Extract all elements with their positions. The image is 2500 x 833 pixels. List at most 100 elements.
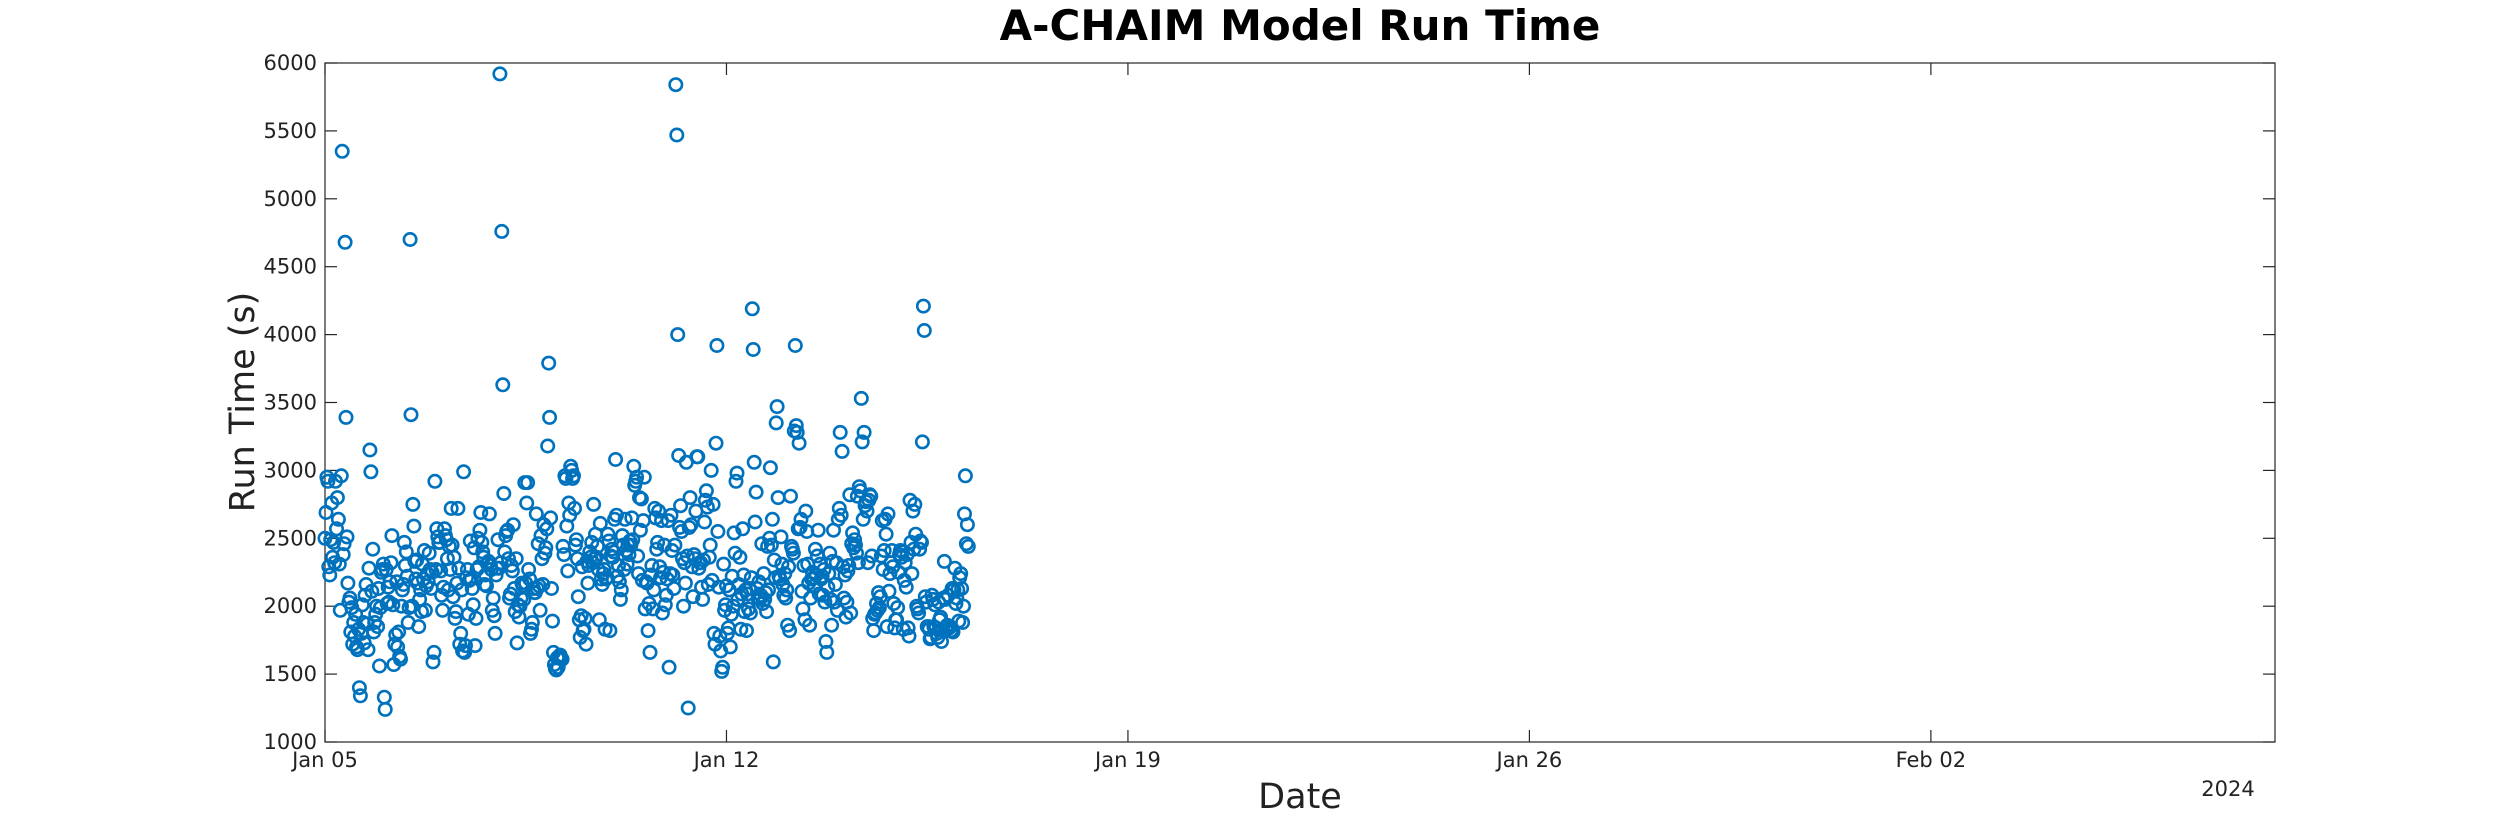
x-tick-label: Jan 26: [1495, 748, 1563, 772]
data-point: [370, 580, 386, 596]
data-point: [465, 597, 481, 613]
data-point: [682, 490, 698, 506]
data-point: [661, 659, 677, 675]
data-point: [840, 563, 856, 579]
data-point: [636, 469, 652, 485]
data-point: [396, 534, 412, 550]
data-point: [494, 223, 510, 239]
data-point: [824, 617, 840, 633]
data-point: [675, 598, 691, 614]
data-point: [773, 529, 789, 545]
data-point: [351, 680, 367, 696]
y-axis: 1000 1500 2000 2500 3000 3500 4000 4500 5000 5500…: [264, 51, 2275, 754]
data-point: [336, 536, 352, 552]
data-point: [543, 580, 559, 596]
data-point: [791, 435, 807, 451]
data-point: [602, 623, 618, 639]
data-point: [537, 545, 553, 561]
y-tick-label: 1500: [264, 662, 317, 686]
data-point: [613, 582, 629, 598]
data-point: [611, 574, 627, 590]
data-point: [746, 454, 762, 470]
data-point: [798, 503, 814, 519]
data-point: [832, 424, 848, 440]
x-tick-label: Jan 12: [692, 748, 760, 772]
data-point: [959, 517, 975, 533]
data-point: [696, 514, 712, 530]
x-tick-label: Jan 19: [1093, 748, 1161, 772]
data-point: [338, 409, 354, 425]
data-point: [733, 621, 749, 637]
data-point: [807, 541, 823, 557]
data-point: [818, 633, 834, 649]
data-point: [361, 560, 377, 576]
data-point: [509, 635, 525, 651]
data-point: [399, 568, 415, 584]
data-point: [855, 511, 871, 527]
data-point: [729, 465, 745, 481]
data-point: [683, 517, 699, 533]
y-tick-label: 5500: [264, 119, 317, 143]
data-point: [354, 597, 370, 613]
y-tick-label: 6000: [264, 51, 317, 75]
data-point: [841, 557, 857, 573]
data-point: [649, 541, 665, 557]
data-point: [882, 566, 898, 582]
data-point: [760, 582, 776, 598]
data-point: [685, 589, 701, 605]
data-point: [384, 528, 400, 544]
data-point: [742, 605, 758, 621]
data-point: [612, 591, 628, 607]
data-point: [709, 337, 725, 353]
data-point: [454, 582, 470, 598]
data-point: [673, 498, 689, 514]
data-point: [600, 526, 616, 542]
chart-title: A-CHAIM Model Run Time: [1000, 1, 1601, 50]
x-tick-label: Jan 05: [290, 748, 358, 772]
data-point: [486, 608, 502, 624]
data-point: [376, 689, 392, 705]
data-point: [669, 127, 685, 143]
data-point: [592, 515, 608, 531]
data-point: [543, 510, 559, 526]
data-point: [457, 644, 473, 660]
data-point: [433, 563, 449, 579]
data-point: [511, 609, 527, 625]
data-point: [329, 490, 345, 506]
data-point: [834, 443, 850, 459]
data-point: [854, 434, 870, 450]
data-point: [913, 534, 929, 550]
y-tick-label: 2500: [264, 526, 317, 550]
data-point: [905, 503, 921, 519]
data-point: [747, 514, 763, 530]
data-point: [769, 399, 785, 415]
data-point: [481, 506, 497, 522]
data-point: [644, 557, 660, 573]
data-point: [589, 538, 605, 554]
data-point: [705, 496, 721, 512]
data-point: [690, 449, 706, 465]
data-point: [333, 468, 349, 484]
data-point: [456, 464, 472, 480]
data-point: [443, 500, 459, 516]
data-point: [560, 563, 576, 579]
data-point: [646, 582, 662, 598]
y-tick-label: 4000: [264, 323, 317, 347]
data-point: [520, 475, 536, 491]
data-point: [911, 605, 927, 621]
data-point: [508, 551, 524, 567]
data-point: [326, 534, 342, 550]
data-point: [774, 556, 790, 572]
data-point: [568, 532, 584, 548]
data-point: [457, 638, 473, 654]
data-point: [819, 644, 835, 660]
data-point: [878, 526, 894, 542]
data-point: [782, 488, 798, 504]
data-point: [936, 553, 952, 569]
data-point: [490, 532, 506, 548]
data-point: [363, 464, 379, 480]
data-point: [451, 560, 467, 576]
data-point: [468, 610, 484, 626]
data-point: [322, 567, 338, 583]
